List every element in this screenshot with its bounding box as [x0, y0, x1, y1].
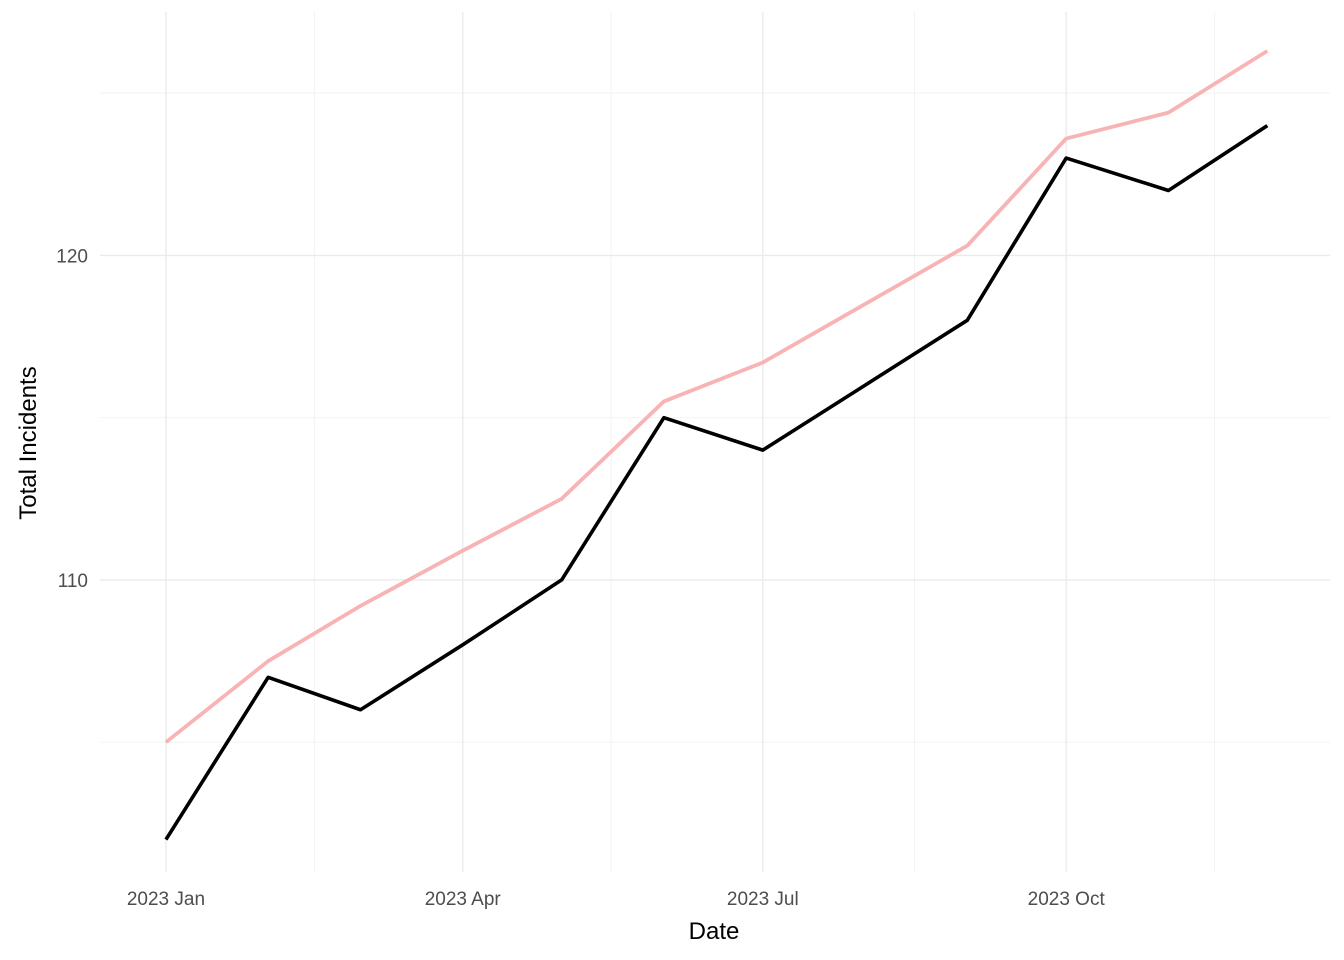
series-line-total-incidents: [164, 124, 1269, 841]
series-line-trend: [164, 49, 1269, 744]
y-tick-label: 120: [56, 246, 88, 267]
minor-gridlines-x: [313, 12, 1216, 872]
x-tick-label: 2023 Apr: [425, 889, 502, 910]
x-axis-tick-labels: 2023 Jan 2023 Apr 2023 Jul 2023 Oct: [127, 889, 1106, 910]
x-tick-label: 2023 Jan: [127, 889, 205, 910]
y-tick-label: 110: [58, 571, 88, 592]
y-axis-title: Total Incidents: [15, 366, 42, 519]
minor-gridlines-y: [100, 92, 1330, 743]
x-axis-title: Date: [689, 918, 740, 945]
major-gridlines-y: [100, 254, 1330, 581]
y-axis-tick-labels: 110 120: [56, 246, 88, 592]
series-layer: [164, 49, 1269, 841]
x-tick-label: 2023 Jul: [727, 889, 799, 910]
x-tick-label: 2023 Oct: [1028, 889, 1106, 910]
major-gridlines-x: [165, 12, 1067, 872]
